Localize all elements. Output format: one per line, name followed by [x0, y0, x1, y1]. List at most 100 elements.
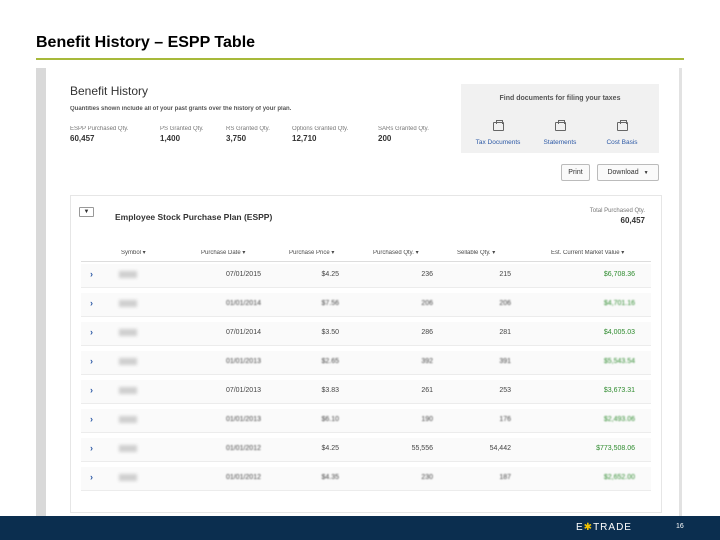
qty-ps: PS Granted Qty. 1,400: [160, 126, 204, 143]
etrade-logo: E✱TRADE: [576, 522, 632, 533]
symbol-redacted: [119, 358, 137, 365]
cell-purchased-qty: 206: [421, 300, 433, 307]
cell-market-value: $3,673.31: [603, 387, 635, 394]
symbol-redacted: [119, 271, 137, 278]
star-icon: ✱: [583, 522, 594, 533]
chevron-right-icon[interactable]: ›: [90, 414, 93, 424]
qty-value: 1,400: [160, 134, 181, 143]
cell-market-value: $2,652.00: [603, 474, 635, 481]
table-row[interactable]: › 01/01/2014 $7.56 206 206 $4,701.16: [81, 293, 651, 317]
cell-purchased-qty: 190: [421, 416, 433, 423]
qty-espp: ESPP Purchased Qty. 60,457: [70, 126, 128, 143]
chevron-right-icon[interactable]: ›: [90, 298, 93, 308]
qty-label: SARs Granted Qty.: [378, 126, 429, 132]
inbox-icon: [616, 120, 628, 131]
cell-sellable-qty: 176: [499, 416, 511, 423]
benefit-history-title: Benefit History: [70, 84, 149, 98]
col-header-sellable-qty[interactable]: Sellable Qty. ▾: [457, 250, 496, 256]
table-row[interactable]: › 01/01/2012 $4.25 55,556 54,442 $773,50…: [81, 438, 651, 462]
cell-purchased-qty: 261: [421, 387, 433, 394]
statements-link[interactable]: Statements: [529, 118, 591, 146]
espp-table-panel: ▼ Employee Stock Purchase Plan (ESPP) To…: [70, 195, 662, 513]
qty-label: ESPP Purchased Qty.: [70, 126, 129, 132]
qty-value: 200: [378, 134, 392, 143]
chevron-right-icon[interactable]: ›: [90, 356, 93, 366]
symbol-redacted: [119, 387, 137, 394]
chevron-right-icon[interactable]: ›: [90, 443, 93, 453]
cell-purchase-price: $4.25: [321, 445, 339, 452]
cell-purchased-qty: 286: [421, 329, 433, 336]
cell-market-value: $4,005.03: [603, 329, 635, 336]
cell-purchase-date: 07/01/2013: [225, 387, 261, 394]
col-header-market-value[interactable]: Est. Current Market Value ▾: [551, 250, 625, 256]
qty-value: 3,750: [226, 134, 247, 143]
download-button[interactable]: Download ▼: [597, 164, 659, 181]
benefit-history-subtitle: Quantities shown include all of your pas…: [70, 106, 292, 112]
inbox-icon: [492, 120, 504, 131]
qty-label: Options Granted Qty.: [292, 126, 349, 132]
table-row[interactable]: › 07/01/2013 $3.83 261 253 $3,673.31: [81, 380, 651, 404]
download-label: Download: [607, 169, 639, 176]
cell-purchased-qty: 55,556: [411, 445, 433, 452]
tax-documents-link[interactable]: Tax Documents: [467, 118, 529, 146]
cell-purchased-qty: 230: [421, 474, 433, 481]
slide-title: Benefit History – ESPP Table: [36, 34, 256, 51]
table-header: Symbol ▾ Purchase Date ▾ Purchase Price …: [71, 249, 661, 259]
cell-market-value: $4,701.16: [603, 300, 635, 307]
cell-sellable-qty: 215: [499, 271, 511, 278]
chevron-right-icon[interactable]: ›: [90, 327, 93, 337]
qty-label: PS Granted Qty.: [160, 126, 204, 132]
cell-market-value: $773,508.06: [596, 445, 635, 452]
cell-purchase-date: 07/01/2015: [225, 271, 261, 278]
col-header-purchased-qty[interactable]: Purchased Qty. ▾: [373, 250, 419, 256]
table-row[interactable]: › 01/01/2012 $4.35 230 187 $2,652.00: [81, 467, 651, 491]
cell-purchase-price: $3.83: [321, 387, 339, 394]
scrollbar[interactable]: [679, 68, 682, 516]
qty-rs: RS Granted Qty. 3,750: [226, 126, 270, 143]
chevron-right-icon[interactable]: ›: [90, 472, 93, 482]
cell-sellable-qty: 206: [499, 300, 511, 307]
col-header-purchase-date[interactable]: Purchase Date ▾: [201, 250, 246, 256]
qty-label: RS Granted Qty.: [226, 126, 270, 132]
cell-purchase-date: 01/01/2013: [225, 358, 261, 365]
col-header-symbol[interactable]: Symbol ▾: [121, 250, 146, 256]
symbol-redacted: [119, 416, 137, 423]
table-row[interactable]: › 01/01/2013 $6.10 190 176 $2,493.06: [81, 409, 651, 433]
cell-purchase-price: $6.10: [321, 416, 339, 423]
table-row[interactable]: › 07/01/2014 $3.50 286 281 $4,005.03: [81, 322, 651, 346]
symbol-redacted: [119, 329, 137, 336]
cell-purchase-price: $4.35: [321, 474, 339, 481]
qty-options: Options Granted Qty. 12,710: [292, 126, 348, 143]
cell-purchased-qty: 236: [421, 271, 433, 278]
footer-bar: E✱TRADE 16: [0, 516, 720, 540]
frame-border-left: [36, 68, 46, 516]
cell-sellable-qty: 253: [499, 387, 511, 394]
cell-purchase-date: 01/01/2012: [225, 445, 261, 452]
total-purchased-label: Total Purchased Qty.: [589, 208, 645, 214]
print-button[interactable]: Print: [561, 164, 590, 181]
cell-market-value: $6,708.36: [603, 271, 635, 278]
col-header-purchase-price[interactable]: Purchase Price ▾: [289, 250, 335, 256]
collapse-toggle[interactable]: ▼: [79, 207, 94, 217]
symbol-redacted: [119, 300, 137, 307]
cost-basis-link[interactable]: Cost Basis: [591, 118, 653, 146]
chevron-right-icon[interactable]: ›: [90, 269, 93, 279]
caret-down-icon: ▼: [643, 169, 649, 176]
inbox-icon: [554, 120, 566, 131]
cell-sellable-qty: 281: [499, 329, 511, 336]
cell-purchase-price: $4.25: [321, 271, 339, 278]
table-row[interactable]: › 01/01/2013 $2.65 392 391 $5,543.54: [81, 351, 651, 375]
qty-sars: SARs Granted Qty. 200: [378, 126, 429, 143]
cell-purchase-price: $3.50: [321, 329, 339, 336]
doc-link-label: Cost Basis: [606, 139, 638, 146]
qty-value: 60,457: [70, 134, 95, 143]
print-label: Print: [568, 169, 583, 176]
doc-link-label: Statements: [543, 139, 577, 146]
cell-market-value: $2,493.06: [603, 416, 635, 423]
chevron-right-icon[interactable]: ›: [90, 385, 93, 395]
chevron-down-icon: ▼: [83, 209, 90, 215]
symbol-redacted: [119, 474, 137, 481]
header-divider: [81, 261, 651, 262]
table-row[interactable]: › 07/01/2015 $4.25 236 215 $6,708.36: [81, 264, 651, 288]
symbol-redacted: [119, 445, 137, 452]
